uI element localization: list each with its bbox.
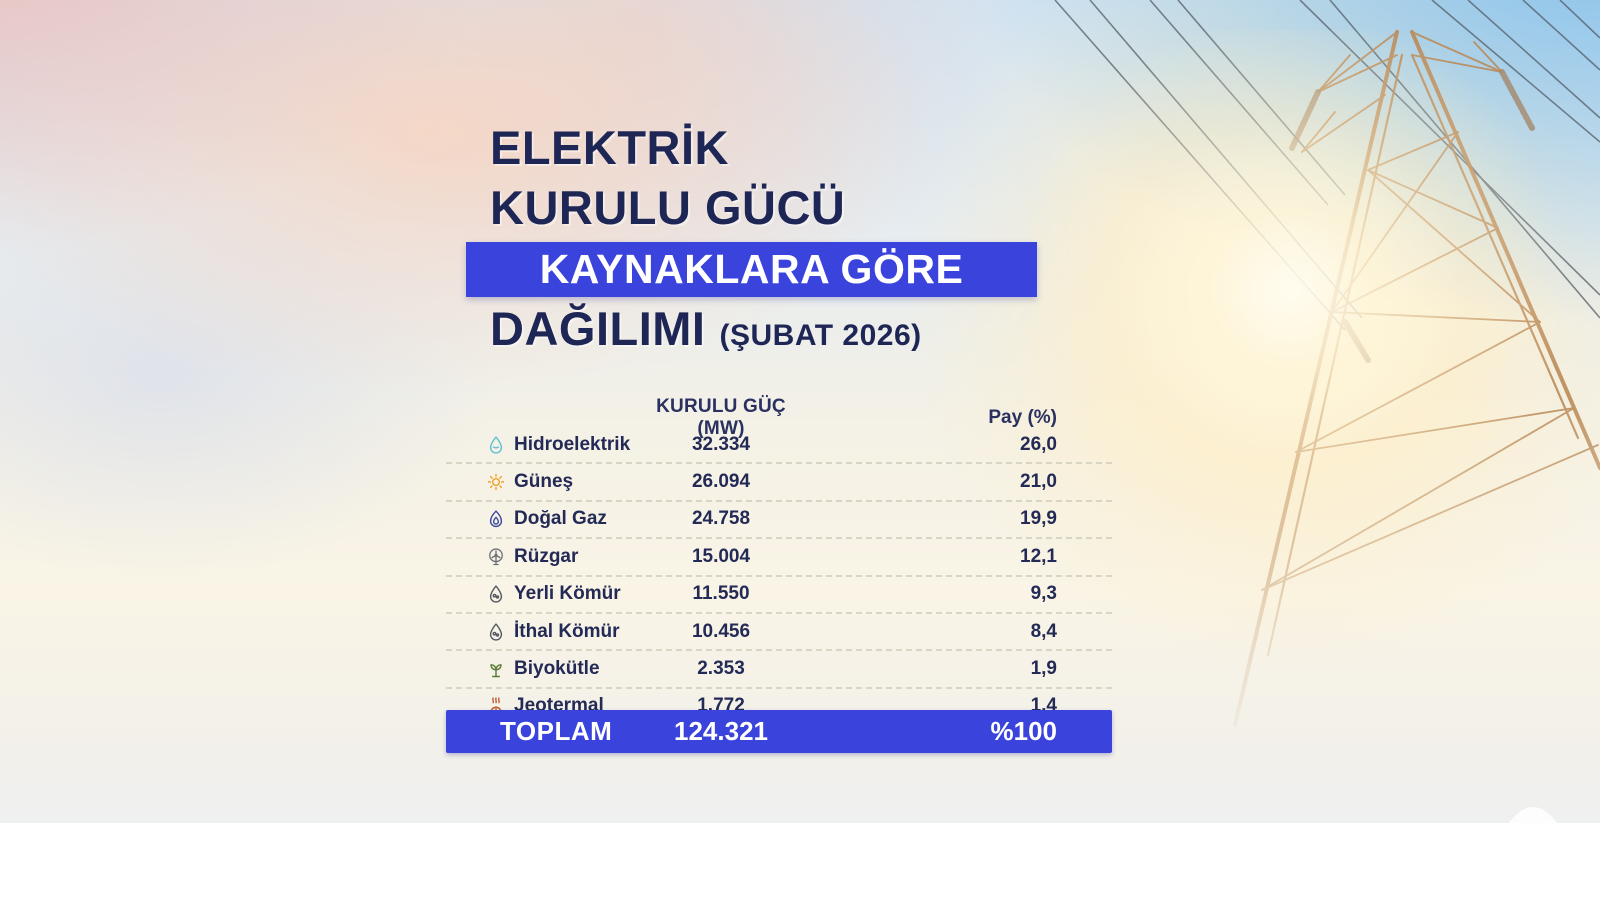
source-label: İthal Kömür xyxy=(514,620,620,642)
footer: T.C. ENERJİ VE TABİİ KAYNAKLAR BAKANLIĞI… xyxy=(0,823,1600,900)
sun-icon xyxy=(486,472,506,492)
wind-turbine-icon xyxy=(486,547,506,567)
flame-icon xyxy=(486,509,506,529)
row-power-value: 10.456 xyxy=(691,620,751,642)
total-share-value: %100 xyxy=(990,716,1058,746)
row-power-value: 15.004 xyxy=(691,545,751,567)
title-line-2: KURULU GÜCÜ xyxy=(490,181,846,234)
source-label: Biyokütle xyxy=(514,658,600,680)
column-header-share: Pay (%) xyxy=(988,407,1057,428)
page-title: ELEKTRİK KURULU GÜCÜ KAYNAKLARA GÖRE DAĞ… xyxy=(466,118,1037,357)
table-row: İthal Kömür 10.456 8,4 xyxy=(446,614,1112,652)
table-header: KURULU GÜÇ (MW) Pay (%) xyxy=(446,396,1112,439)
source-label: Hidroelektrik xyxy=(514,433,631,455)
title-date: (ŞUBAT 2026) xyxy=(719,319,922,352)
row-share-value: 19,9 xyxy=(1020,508,1057,530)
row-share-value: 8,4 xyxy=(1030,620,1057,642)
table-row: Hidroelektrik 32.334 26,0 xyxy=(446,427,1112,465)
row-share-value: 1,9 xyxy=(1030,658,1057,680)
biomass-icon xyxy=(486,659,506,679)
title-line-3: DAĞILIMI xyxy=(490,302,706,355)
coal-icon xyxy=(486,584,506,604)
total-row: TOPLAM 124.321 %100 xyxy=(446,710,1112,753)
title-line-1: ELEKTRİK xyxy=(490,121,729,174)
row-power-value: 32.334 xyxy=(691,433,751,455)
lattice-structure xyxy=(1233,30,1600,727)
table-row: Yerli Kömür 11.550 9,3 xyxy=(446,577,1112,614)
table-row: Güneş 26.094 21,0 xyxy=(446,464,1112,502)
table-rows: Hidroelektrik 32.334 26,0 Güneş 26.094 2… xyxy=(446,427,1112,724)
source-label: Doğal Gaz xyxy=(514,508,607,530)
table-row: Doğal Gaz 24.758 19,9 xyxy=(446,502,1112,540)
row-power-value: 2.353 xyxy=(697,658,745,680)
title-highlight: KAYNAKLARA GÖRE xyxy=(466,242,1037,297)
row-power-value: 26.094 xyxy=(691,471,751,493)
row-share-value: 9,3 xyxy=(1030,583,1057,605)
source-label: Rüzgar xyxy=(514,545,579,567)
capacity-table: KURULU GÜÇ (MW) Pay (%) Hidroelektrik 32… xyxy=(446,396,1112,724)
row-power-value: 24.758 xyxy=(691,508,751,530)
row-share-value: 12,1 xyxy=(1020,545,1057,567)
water-drop-icon xyxy=(486,435,506,455)
table-row: Rüzgar 15.004 12,1 xyxy=(446,539,1112,577)
total-power-value: 124.321 xyxy=(674,716,768,746)
table-row: Biyokütle 2.353 1,9 xyxy=(446,651,1112,689)
row-power-value: 11.550 xyxy=(692,583,750,605)
column-header-power: KURULU GÜÇ (MW) xyxy=(656,396,786,439)
row-share-value: 26,0 xyxy=(1020,433,1057,455)
coal-icon xyxy=(486,622,506,642)
source-label: Güneş xyxy=(514,471,574,493)
source-label: Yerli Kömür xyxy=(514,583,621,605)
footer-peak-decoration xyxy=(1508,807,1558,824)
row-share-value: 21,0 xyxy=(1020,471,1057,493)
total-label: TOPLAM xyxy=(500,716,613,746)
